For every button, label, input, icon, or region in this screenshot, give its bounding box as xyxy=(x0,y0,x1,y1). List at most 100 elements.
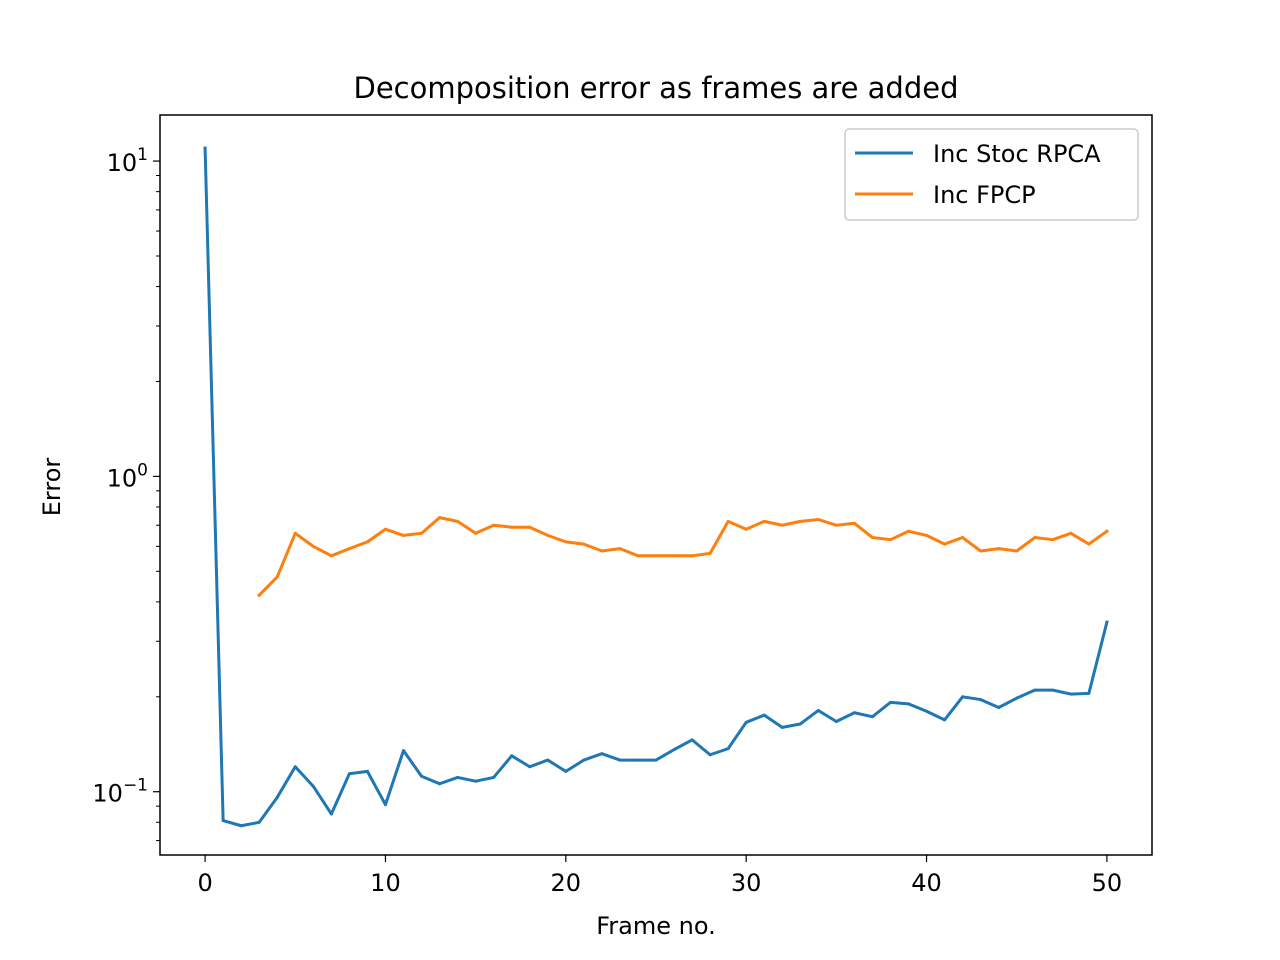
series-group xyxy=(257,516,1110,598)
data-point xyxy=(997,547,1001,551)
y-axis-label: Error xyxy=(38,458,66,517)
data-point xyxy=(708,753,712,757)
x-axis-label: Frame no. xyxy=(596,912,716,940)
data-point xyxy=(798,722,802,726)
data-point xyxy=(1033,688,1037,692)
legend-box xyxy=(844,128,1139,221)
data-point xyxy=(1051,538,1055,542)
x-tick-label: 10 xyxy=(370,869,401,897)
data-point xyxy=(690,554,694,558)
data-point xyxy=(438,782,442,786)
legend-label: Inc FPCP xyxy=(933,181,1036,209)
data-point xyxy=(870,536,874,540)
data-point xyxy=(1069,531,1073,535)
data-point xyxy=(420,774,424,778)
y-tick-base: 10 xyxy=(107,464,138,492)
data-point xyxy=(347,772,351,776)
data-point xyxy=(798,519,802,523)
data-point xyxy=(1087,691,1091,695)
data-point xyxy=(1105,529,1109,533)
series-line xyxy=(257,516,1110,598)
data-point xyxy=(961,536,965,540)
data-point xyxy=(780,725,784,729)
data-point xyxy=(510,754,514,758)
data-point xyxy=(401,749,405,753)
data-point xyxy=(492,775,496,779)
data-point xyxy=(780,523,784,527)
data-point xyxy=(925,533,929,537)
data-point xyxy=(293,765,297,769)
data-point xyxy=(762,713,766,717)
data-point xyxy=(1105,620,1109,624)
chart-title: Decomposition error as frames are added xyxy=(354,71,959,105)
data-point xyxy=(564,540,568,544)
y-tick-base: 10 xyxy=(107,149,138,177)
y-tick-exponent: 0 xyxy=(137,460,148,480)
data-point xyxy=(979,549,983,553)
data-point xyxy=(600,549,604,553)
data-point xyxy=(907,529,911,533)
data-point xyxy=(275,575,279,579)
data-point xyxy=(961,695,965,699)
data-point xyxy=(492,523,496,527)
data-point xyxy=(726,519,730,523)
data-point xyxy=(870,715,874,719)
data-point xyxy=(365,769,369,773)
data-point xyxy=(528,525,532,529)
data-point xyxy=(1051,688,1055,692)
data-point xyxy=(979,698,983,702)
data-point xyxy=(654,554,658,558)
data-point xyxy=(726,747,730,751)
data-point xyxy=(600,752,604,756)
y-tick-exponent: 1 xyxy=(137,145,148,165)
data-point xyxy=(546,533,550,537)
data-point xyxy=(456,775,460,779)
data-point xyxy=(257,593,261,597)
data-point xyxy=(997,705,1001,709)
data-point xyxy=(744,720,748,724)
data-point xyxy=(420,531,424,535)
data-point xyxy=(1069,692,1073,696)
data-point xyxy=(221,819,225,823)
data-point xyxy=(203,146,207,150)
data-point xyxy=(852,521,856,525)
data-point xyxy=(816,708,820,712)
data-point xyxy=(239,824,243,828)
data-point xyxy=(654,758,658,762)
data-point xyxy=(474,779,478,783)
x-tick-label: 40 xyxy=(911,869,942,897)
y-tick-base: 10 xyxy=(92,780,123,808)
x-tick-label: 30 xyxy=(731,869,762,897)
y-tick-label: 10−1 xyxy=(92,776,148,808)
data-point xyxy=(456,519,460,523)
data-point xyxy=(383,803,387,807)
data-point xyxy=(888,700,892,704)
data-point xyxy=(1015,549,1019,553)
data-point xyxy=(528,765,532,769)
legend-label: Inc Stoc RPCA xyxy=(933,140,1101,168)
data-point xyxy=(618,547,622,551)
data-point xyxy=(672,748,676,752)
data-point xyxy=(546,758,550,762)
data-point xyxy=(582,758,586,762)
data-point xyxy=(438,516,442,520)
data-point xyxy=(852,711,856,715)
data-point xyxy=(925,709,929,713)
data-point xyxy=(275,795,279,799)
y-tick-exponent: −1 xyxy=(123,776,148,796)
data-point xyxy=(311,784,315,788)
data-point xyxy=(257,820,261,824)
data-point xyxy=(1015,696,1019,700)
data-point xyxy=(762,519,766,523)
data-point xyxy=(401,533,405,537)
data-point xyxy=(943,542,947,546)
data-point xyxy=(329,812,333,816)
y-tick-label: 100 xyxy=(107,460,148,492)
data-point xyxy=(708,551,712,555)
data-point xyxy=(690,738,694,742)
data-point xyxy=(293,531,297,535)
data-point xyxy=(329,554,333,558)
data-point xyxy=(834,523,838,527)
